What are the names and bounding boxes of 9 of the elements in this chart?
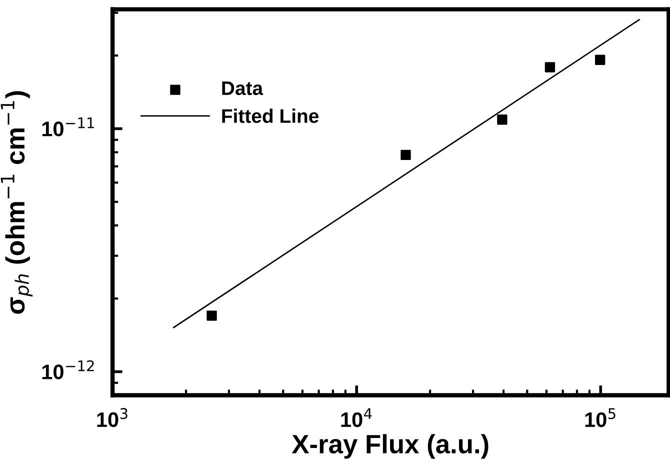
- x-axis-title: X-ray Flux (a.u.): [292, 434, 488, 459]
- y-tick-label: 10$^{−11}$: [42, 118, 94, 136]
- x-tick-label: 10$^{5}$: [585, 408, 616, 428]
- y-tick-label: 10$^{−12}$: [42, 360, 94, 380]
- legend-label: Data: [222, 82, 264, 96]
- legend-label: Fitted Line: [222, 108, 319, 123]
- x-tick-label: 10$^{4}$: [341, 408, 372, 428]
- x-tick-label: 10$^{3}$: [97, 408, 128, 428]
- y-axis-title: σ$_{ph}$ (ohm$^{−1}$ cm$^{−1}$): [0, 91, 33, 314]
